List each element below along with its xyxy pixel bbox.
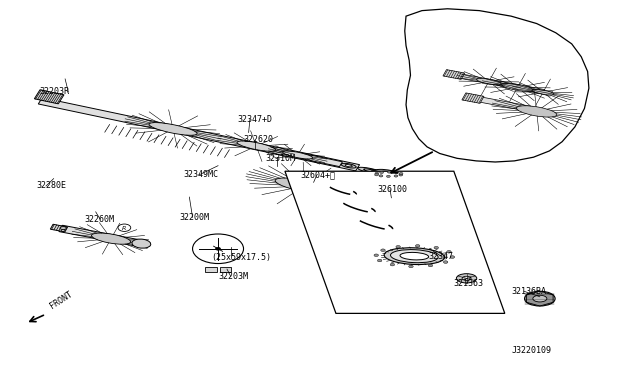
Text: 326100: 326100	[378, 185, 407, 194]
Polygon shape	[464, 94, 533, 112]
Bar	[220, 267, 232, 272]
Circle shape	[434, 246, 438, 249]
Circle shape	[380, 171, 383, 173]
Text: 32203M: 32203M	[218, 272, 248, 281]
Ellipse shape	[341, 163, 356, 168]
Polygon shape	[38, 98, 360, 171]
Circle shape	[374, 174, 378, 176]
Text: R: R	[122, 225, 127, 231]
Ellipse shape	[462, 276, 471, 280]
Text: 32349MC: 32349MC	[183, 170, 218, 179]
Ellipse shape	[237, 141, 276, 151]
Text: 32200M: 32200M	[180, 213, 210, 222]
Text: 32136BA: 32136BA	[511, 287, 546, 296]
Polygon shape	[285, 171, 505, 313]
Circle shape	[415, 244, 420, 247]
Text: 32310M: 32310M	[266, 154, 296, 163]
Ellipse shape	[380, 171, 398, 177]
Text: 32280E: 32280E	[36, 182, 67, 190]
Text: 32203R: 32203R	[40, 87, 70, 96]
Circle shape	[395, 171, 399, 174]
Polygon shape	[443, 70, 465, 79]
Circle shape	[375, 172, 379, 174]
Circle shape	[399, 174, 403, 176]
Circle shape	[387, 171, 391, 173]
Polygon shape	[298, 153, 342, 167]
Ellipse shape	[275, 178, 333, 194]
Polygon shape	[445, 71, 545, 94]
Ellipse shape	[374, 169, 404, 179]
Text: 32604+Ⅱ: 32604+Ⅱ	[301, 170, 336, 179]
Ellipse shape	[365, 169, 389, 176]
Ellipse shape	[149, 123, 197, 135]
Circle shape	[409, 265, 413, 268]
Ellipse shape	[384, 248, 445, 264]
Circle shape	[378, 259, 382, 262]
Circle shape	[447, 250, 451, 253]
Text: J3220109: J3220109	[511, 346, 551, 355]
Ellipse shape	[400, 253, 429, 260]
Ellipse shape	[345, 164, 352, 167]
Circle shape	[396, 246, 401, 248]
Circle shape	[374, 254, 378, 257]
Text: FRONT: FRONT	[49, 290, 74, 311]
Ellipse shape	[283, 151, 313, 159]
Polygon shape	[462, 93, 484, 103]
Ellipse shape	[532, 89, 554, 95]
Circle shape	[387, 175, 390, 177]
Ellipse shape	[364, 169, 376, 172]
Ellipse shape	[477, 78, 501, 84]
Circle shape	[450, 256, 454, 258]
Circle shape	[379, 175, 383, 177]
Polygon shape	[35, 90, 64, 104]
Text: 32260M: 32260M	[84, 215, 114, 224]
Circle shape	[399, 173, 403, 175]
Circle shape	[428, 264, 433, 267]
Ellipse shape	[502, 83, 533, 92]
Circle shape	[390, 263, 395, 266]
Text: 322620: 322620	[244, 135, 273, 144]
Text: 321363: 321363	[454, 279, 484, 288]
Ellipse shape	[525, 291, 555, 306]
Ellipse shape	[92, 233, 131, 244]
Polygon shape	[59, 225, 141, 246]
Ellipse shape	[132, 239, 151, 248]
Ellipse shape	[358, 167, 381, 174]
Circle shape	[118, 224, 131, 231]
Bar	[205, 267, 217, 272]
Ellipse shape	[60, 227, 67, 230]
Text: 32347: 32347	[428, 251, 453, 261]
Circle shape	[193, 234, 244, 263]
Ellipse shape	[371, 171, 383, 174]
Polygon shape	[51, 224, 68, 232]
Ellipse shape	[533, 295, 547, 302]
Ellipse shape	[292, 183, 316, 189]
Circle shape	[394, 175, 398, 177]
Circle shape	[216, 247, 221, 250]
Circle shape	[444, 261, 448, 263]
Text: 32347+D: 32347+D	[237, 115, 272, 124]
Circle shape	[381, 249, 385, 251]
Ellipse shape	[516, 106, 557, 117]
Ellipse shape	[390, 250, 438, 263]
Ellipse shape	[456, 274, 477, 283]
Text: (25x59x17.5): (25x59x17.5)	[212, 253, 271, 263]
Polygon shape	[404, 9, 589, 162]
